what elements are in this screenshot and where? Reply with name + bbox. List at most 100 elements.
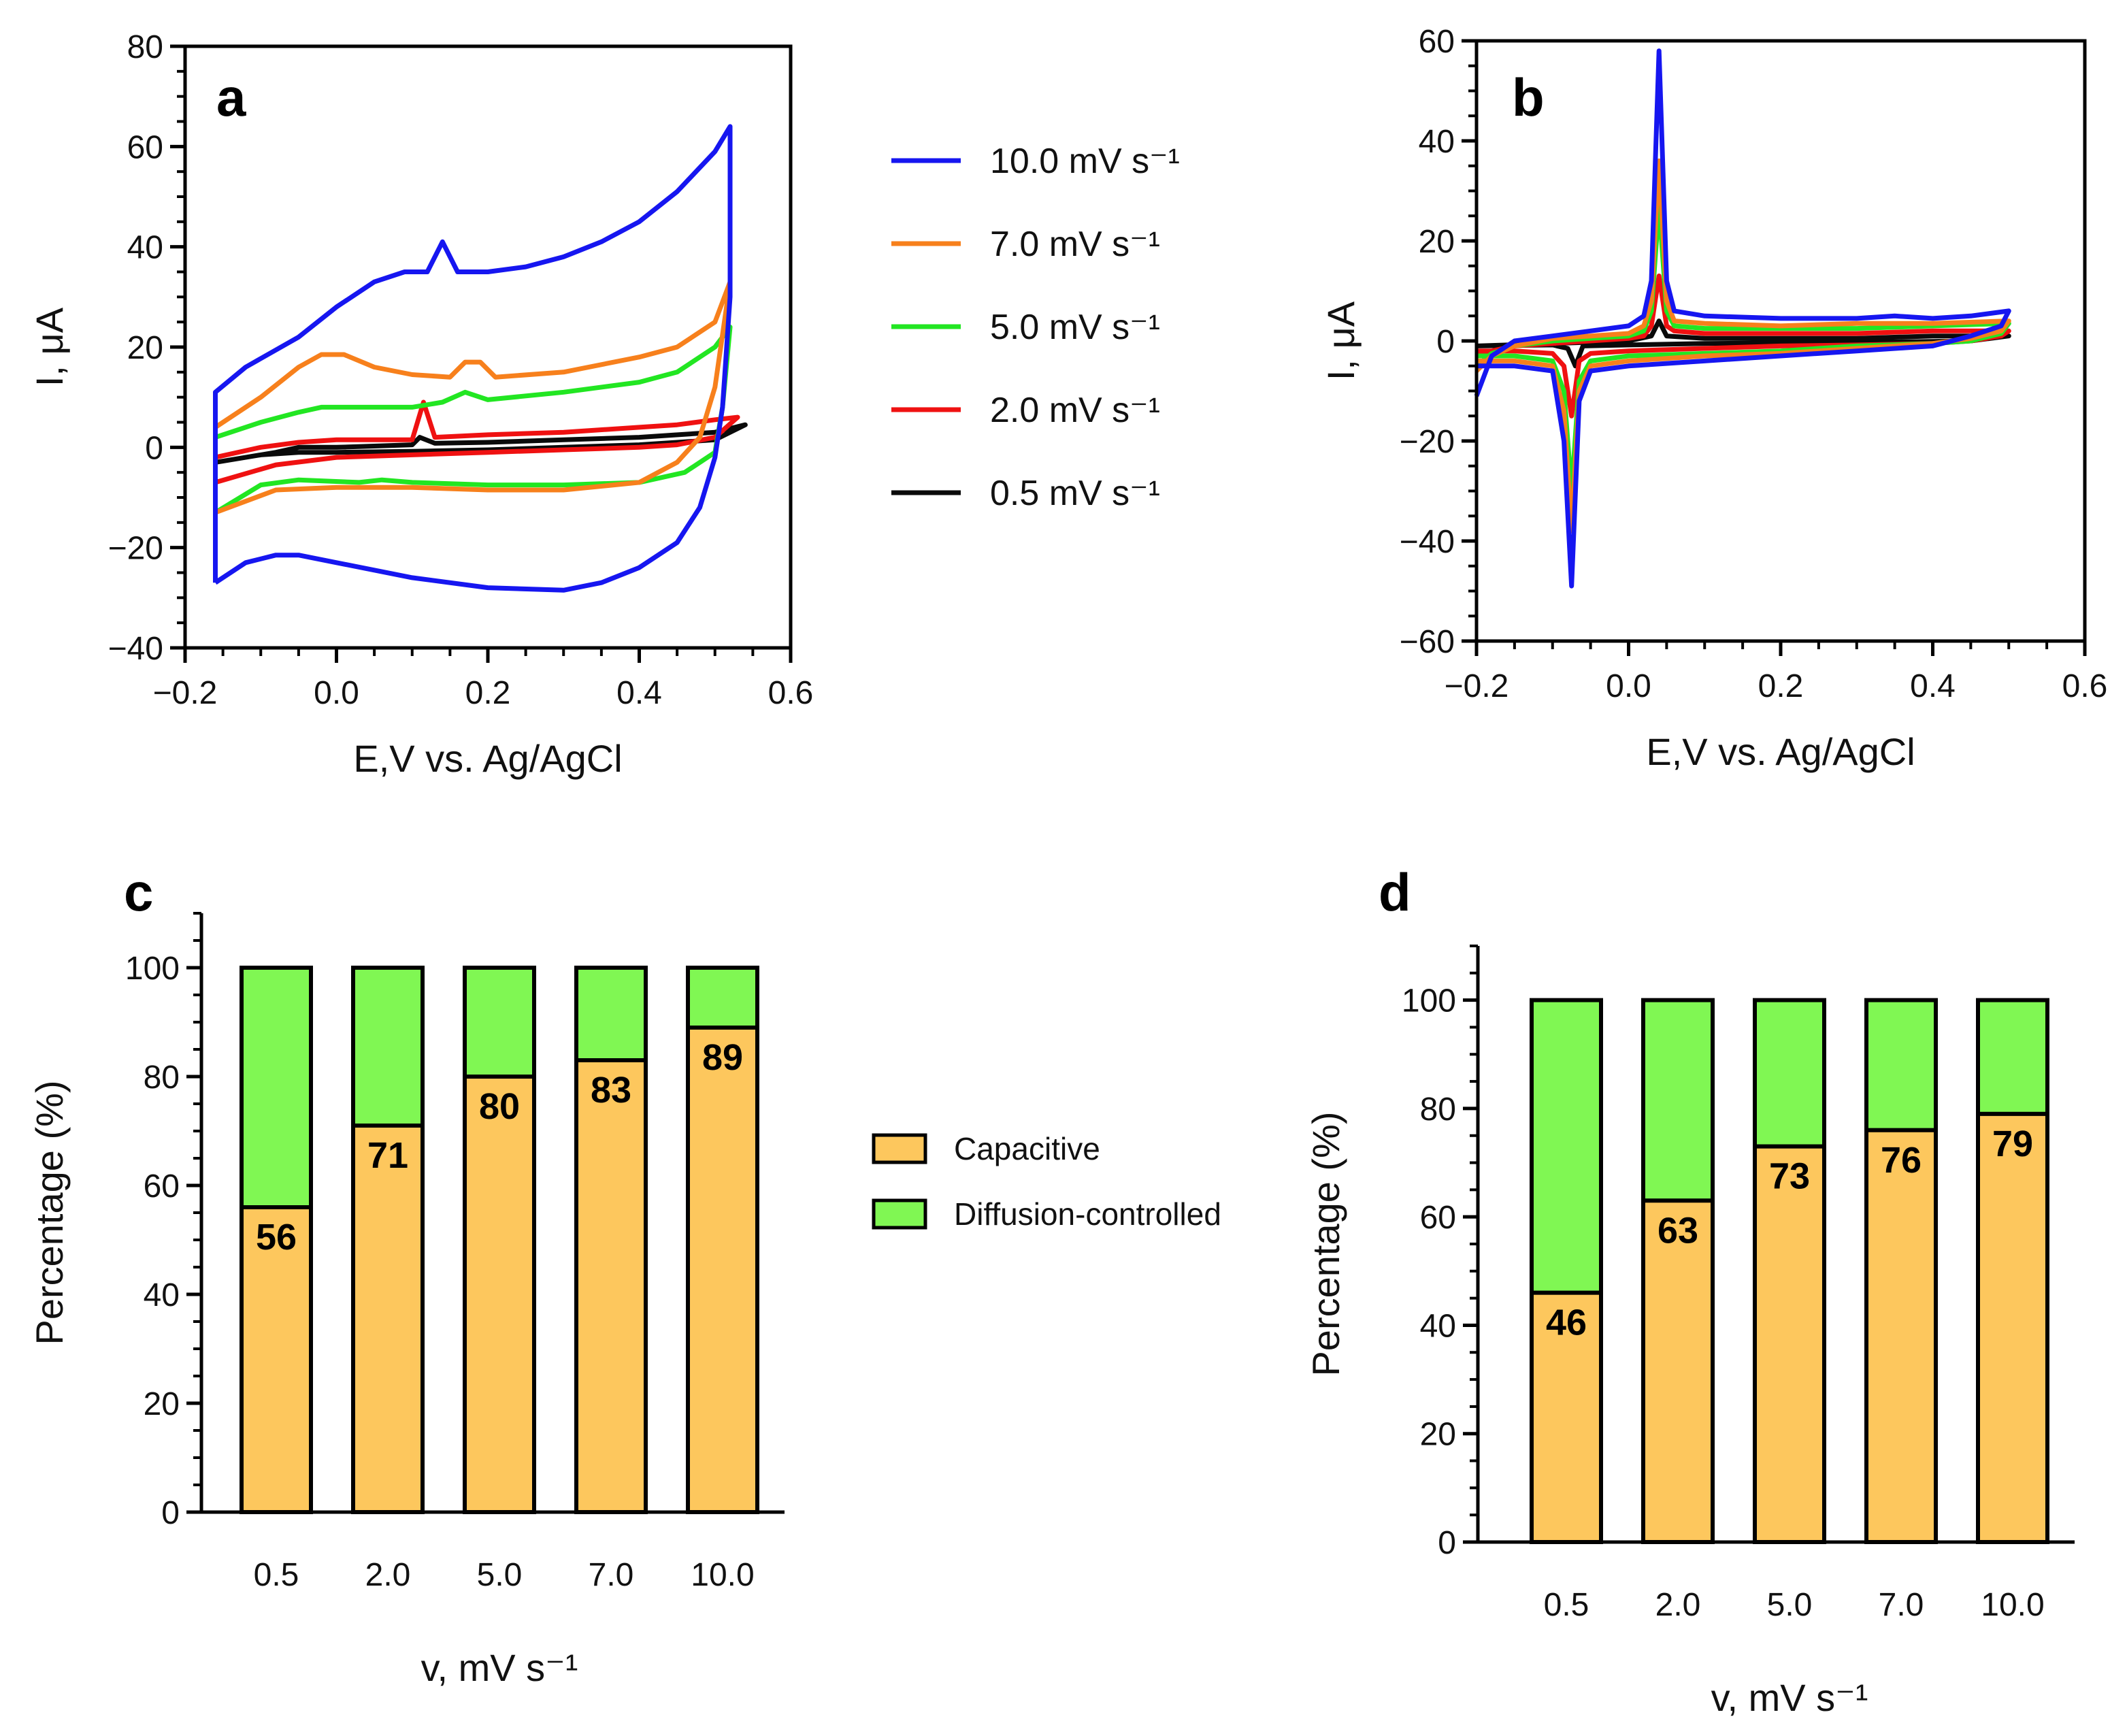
x-tick-label: 0.2	[465, 675, 511, 711]
legend-item-label: 5.0 mV s⁻¹	[990, 308, 1160, 347]
y-axis-label: Percentage (%)	[1304, 1111, 1347, 1376]
panel-b-cv-plot: b −60 −40 −20 0 20 40 60 −0.2 0.0 0.2 0.4 0.6 E,V vs…	[1319, 24, 2107, 773]
y-axis-label: Percentage (%)	[28, 1080, 71, 1345]
x-tick-label: 0.2	[1758, 668, 1804, 704]
x-tick-label: 0.0	[1606, 668, 1651, 704]
bar-diffusion-5.0	[1753, 998, 1826, 1149]
panel-a-series-2_0	[213, 399, 740, 485]
bar-legend: Capacitive Diffusion-controlled	[872, 1131, 1221, 1232]
x-tick-label: 0.5	[1544, 1587, 1589, 1623]
x-tick-label: 0.6	[768, 675, 814, 711]
panel-c-bar-chart: c 56 0.5 71 2.0 80 5.0 83 7.0 89 10.0 0 20 40 60 80 100…	[28, 862, 785, 1689]
y-tick-label: −40	[108, 631, 163, 667]
y-tick-label: 100	[1402, 983, 1456, 1019]
x-tick-label: 10.0	[691, 1557, 754, 1593]
x-tick-label: 7.0	[1879, 1587, 1924, 1623]
x-tick-label: 0.4	[616, 675, 662, 711]
panel-b-series-2_0	[1475, 274, 2011, 419]
bar-diffusion-7.0	[574, 966, 648, 1062]
y-tick-label: 60	[127, 129, 163, 165]
bar-capacitive-7.0	[1864, 1128, 1938, 1545]
panel-b-label: b	[1512, 67, 1545, 127]
y-tick-label: 20	[144, 1386, 180, 1422]
panel-d-label: d	[1379, 862, 1411, 922]
bar-diffusion-2.0	[351, 966, 425, 1128]
bar-value-label: 56	[256, 1217, 297, 1258]
bar-value-label: 79	[1992, 1124, 2033, 1164]
legend-item-label: Capacitive	[954, 1131, 1100, 1166]
y-tick-label: 0	[1438, 1525, 1456, 1561]
y-axis-label: I, μA	[28, 307, 71, 387]
panel-a-series-7_0	[213, 279, 733, 515]
x-tick-label: 0.6	[2062, 668, 2108, 704]
bar-diffusion-0.5	[240, 966, 313, 1209]
panel-a-cv-plot: a −40 −20 0 20 40 60 80 −0.2 0.0 0.2 0.4 0.6 E,V vs.…	[28, 29, 813, 780]
bar-capacitive-0.5	[240, 1205, 313, 1514]
bar-diffusion-2.0	[1641, 998, 1715, 1203]
x-tick-label: 0.5	[254, 1557, 299, 1593]
bar-diffusion-10.0	[686, 966, 759, 1030]
y-tick-label: 0	[1436, 324, 1455, 360]
x-axis-label: E,V vs. Ag/AgCl	[1646, 730, 1915, 773]
legend-item-label: 2.0 mV s⁻¹	[990, 391, 1160, 430]
bar-value-label: 89	[702, 1037, 743, 1078]
bar-value-label: 46	[1546, 1303, 1587, 1343]
y-tick-label: −20	[1400, 424, 1455, 460]
bar-capacitive-2.0	[351, 1124, 425, 1514]
bar-diffusion-7.0	[1864, 998, 1938, 1132]
panel-d-bar-chart: d 46 0.5 63 2.0 73 5.0 76 7.0 79 10.0 0 20 40 60 80 100…	[1304, 862, 2075, 1719]
y-tick-label: 40	[144, 1277, 180, 1313]
y-tick-label: −20	[108, 531, 163, 567]
y-tick-label: 80	[1420, 1092, 1456, 1128]
x-tick-label: 5.0	[1767, 1587, 1813, 1623]
x-tick-label: 0.4	[1910, 668, 1956, 704]
y-tick-label: 20	[1420, 1417, 1456, 1453]
bar-diffusion-10.0	[1976, 998, 2049, 1116]
x-tick-label: 5.0	[477, 1557, 523, 1593]
bar-capacitive-0.5	[1530, 1290, 1603, 1544]
panel-a-plot-frame	[183, 44, 793, 650]
panel-b-series-10_0	[1474, 48, 2011, 589]
panel-a-series-5_0	[213, 325, 733, 515]
x-tick-label: −0.2	[153, 675, 218, 711]
bar-diffusion-5.0	[463, 966, 536, 1079]
bar-value-label: 80	[479, 1086, 520, 1127]
legend-swatch	[872, 1198, 927, 1230]
bar-value-label: 83	[591, 1070, 631, 1111]
legend-item-label: 10.0 mV s⁻¹	[990, 142, 1180, 181]
y-tick-label: 40	[1420, 1308, 1456, 1344]
y-tick-label: 20	[1419, 224, 1455, 260]
y-tick-label: 60	[1420, 1200, 1456, 1236]
x-tick-label: −0.2	[1445, 668, 1509, 704]
x-tick-label: 2.0	[365, 1557, 411, 1593]
bar-capacitive-7.0	[574, 1058, 648, 1514]
panel-a-label: a	[216, 67, 246, 127]
bar-diffusion-0.5	[1530, 998, 1603, 1295]
bar-capacitive-2.0	[1641, 1198, 1715, 1544]
y-tick-label: 80	[127, 29, 163, 65]
x-tick-label: 10.0	[1981, 1587, 2044, 1623]
bar-capacitive-10.0	[686, 1026, 759, 1514]
x-axis-label: E,V vs. Ag/AgCl	[353, 737, 622, 780]
y-tick-label: 100	[125, 951, 180, 987]
x-tick-label: 7.0	[589, 1557, 634, 1593]
y-tick-label: −40	[1400, 524, 1455, 560]
bar-capacitive-10.0	[1976, 1111, 2049, 1544]
x-tick-label: 0.0	[314, 675, 359, 711]
x-axis-label: v, mV s⁻¹	[1711, 1676, 1868, 1719]
panel-a-series-0_5	[214, 422, 748, 465]
legend-item-label: 0.5 mV s⁻¹	[990, 474, 1160, 513]
x-tick-label: 2.0	[1655, 1587, 1701, 1623]
bar-value-label: 73	[1769, 1156, 1810, 1197]
legend-item-label: Diffusion-controlled	[954, 1196, 1221, 1232]
y-tick-label: 0	[145, 430, 163, 466]
y-axis-label: I, μA	[1319, 301, 1362, 380]
y-tick-label: 80	[144, 1060, 180, 1096]
panel-a-series-10_0	[213, 124, 733, 593]
y-tick-label: 0	[161, 1495, 180, 1531]
bar-value-label: 76	[1881, 1140, 1922, 1181]
bar-value-label: 63	[1658, 1210, 1698, 1251]
y-tick-label: 60	[1419, 24, 1455, 60]
legend-item-label: 7.0 mV s⁻¹	[990, 225, 1160, 264]
y-tick-label: 40	[1419, 124, 1455, 160]
